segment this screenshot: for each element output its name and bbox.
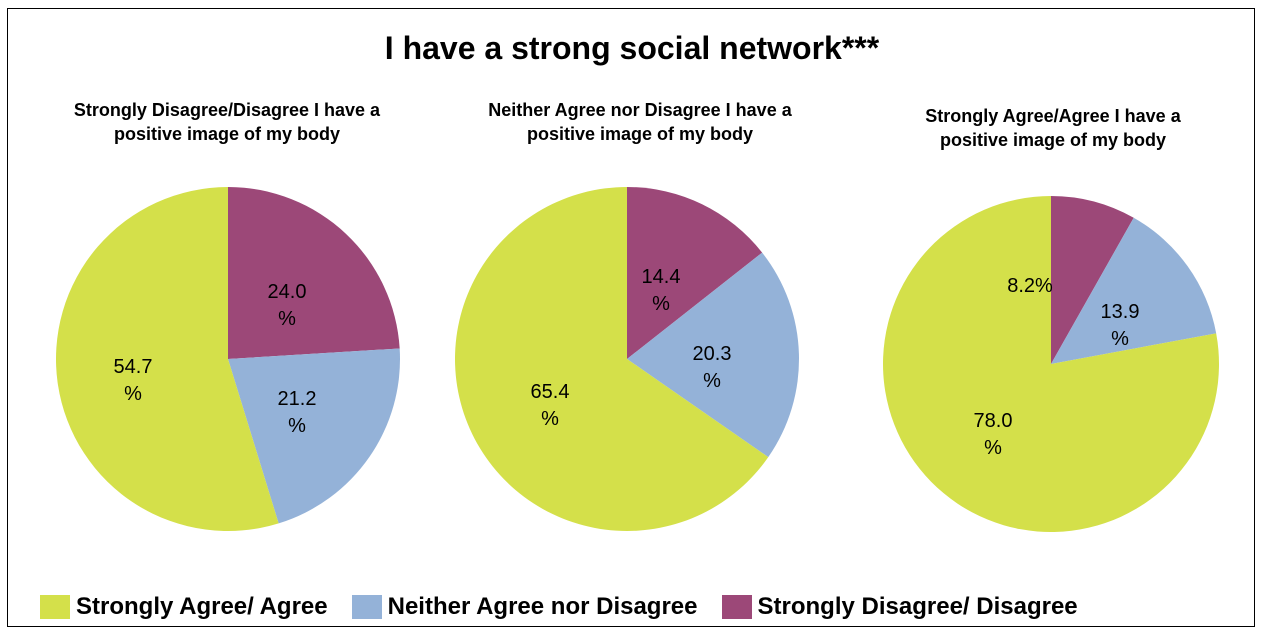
pie-1: 24.0 % 21.2 % 54.7%: [55, 187, 400, 531]
pie-3: 8.2% 13.9 % 78.0%: [883, 196, 1219, 532]
legend-label-agree: Strongly Agree/ Agree: [76, 593, 328, 620]
pie-3-slice-disagree: [1051, 196, 1134, 364]
legend-swatch-disagree: [721, 595, 752, 619]
pie-2-slice-neither: [627, 252, 799, 458]
pie-2-label-neither: 20.3%: [693, 343, 732, 392]
pie-1-slice-agree: [55, 187, 279, 531]
pie-3-label-agree: 78.0%: [974, 410, 1013, 459]
pie-2-label-agree: 65.4%: [531, 381, 570, 430]
pie-1-slice-neither: [228, 348, 400, 524]
pie-2-slice-agree: [454, 186, 769, 531]
pie-1-label-disagree: 24.0%: [268, 281, 307, 330]
legend-label-disagree: Strongly Disagree/ Disagree: [757, 593, 1078, 620]
legend-swatch-agree: [40, 595, 70, 619]
pie-3-slice-agree: [883, 196, 1219, 532]
legend-label-neither: Neither Agree nor Disagree: [387, 593, 698, 620]
pie-title-1: Strongly Disagree/Disagree I have a posi…: [73, 100, 381, 144]
chart-title: I have a strong social network***: [384, 30, 880, 66]
pie-1-slice-disagree: [228, 187, 400, 359]
pie-3-slice-neither: [1051, 217, 1217, 364]
legend-item-agree: Strongly Agree/ Agree: [40, 593, 328, 621]
legend-item-neither: Neither Agree nor Disagree: [351, 593, 698, 621]
pie-2: 14.4 % 20.3 % 65.4%: [454, 186, 799, 531]
pie-2-label-disagree: 14.4%: [642, 266, 681, 315]
pie-1-label-neither: 21.2%: [278, 388, 317, 437]
pie-2-slice-disagree: [627, 187, 763, 359]
legend-item-disagree: Strongly Disagree/ Disagree: [721, 593, 1078, 621]
pie-1-label-agree: 54.7%: [114, 356, 153, 405]
pie-title-3: Strongly Agree/Agree I have a positive i…: [925, 106, 1181, 150]
legend-swatch-neither: [351, 595, 382, 619]
legend: Strongly Agree/ Agree Neither Agree nor …: [40, 592, 1102, 622]
pie-3-label-neither: 13.9%: [1101, 301, 1140, 350]
pie-title-2: Neither Agree nor Disagree I have a posi…: [488, 100, 792, 144]
pie-3-label-disagree: 8.2%: [1007, 275, 1053, 297]
